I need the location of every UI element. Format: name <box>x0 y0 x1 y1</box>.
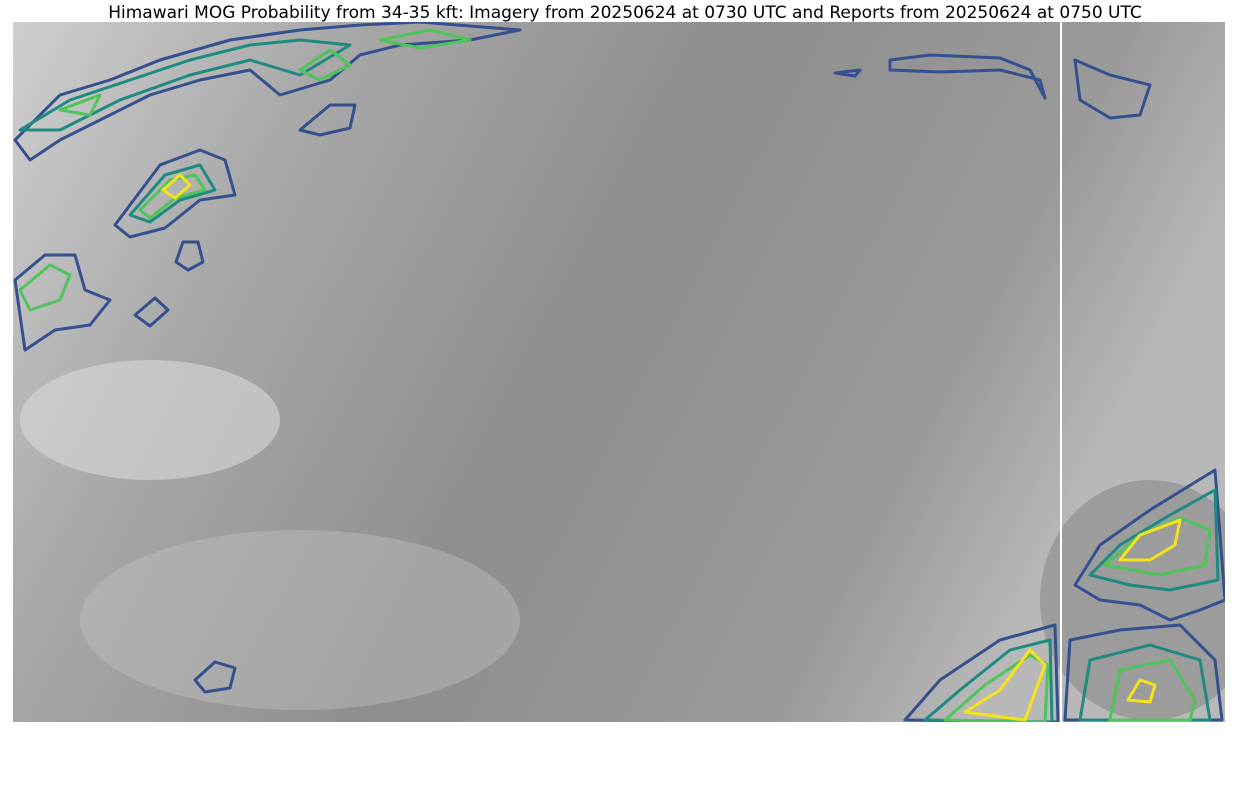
title: Himawari MOG Probability from 34-35 kft:… <box>108 3 1142 23</box>
map <box>13 22 1225 722</box>
contours <box>13 22 1225 722</box>
